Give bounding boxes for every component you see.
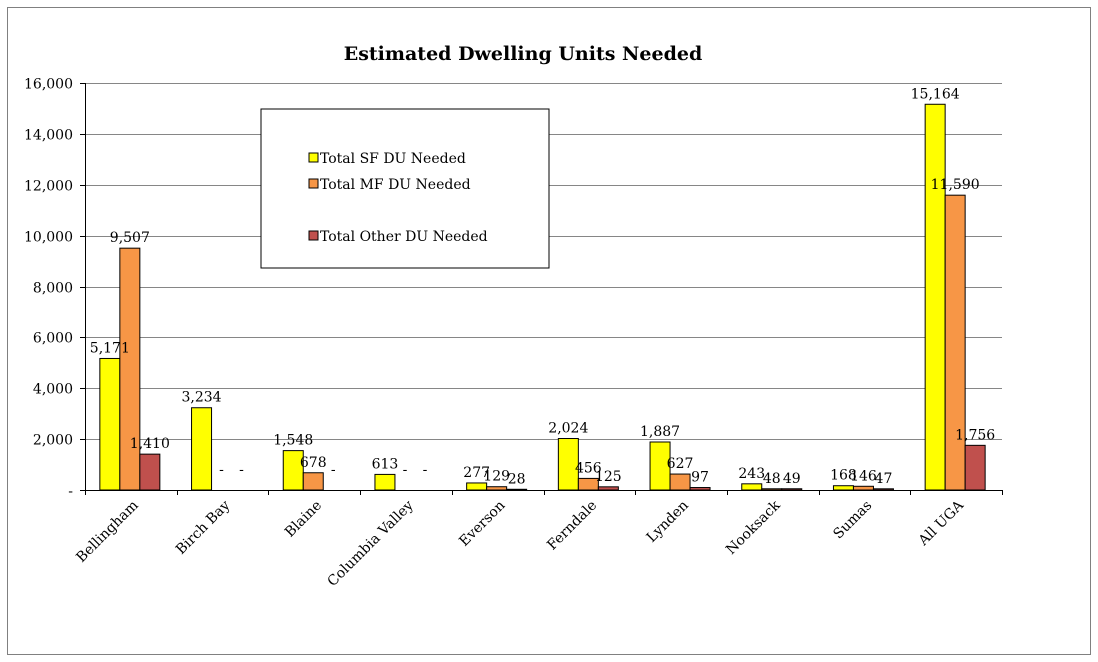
data-label: 146: [850, 468, 877, 484]
data-label: 129: [483, 469, 510, 485]
y-axis-ticks: - 2,000 4,000 6,000 8,000 10,000 12,000 14,000 1…: [24, 77, 85, 500]
data-label: -: [331, 462, 336, 478]
bar: [924, 103, 946, 491]
data-label: -: [403, 462, 408, 478]
data-label: 97: [691, 470, 709, 486]
bar: [486, 486, 508, 491]
bar: [761, 488, 783, 491]
data-label: 15,164: [911, 86, 960, 102]
y-tick-label: 6,000: [33, 331, 73, 347]
y-tick-label: 16,000: [24, 77, 73, 93]
data-label: 9,507: [110, 230, 150, 246]
data-label: 2,024: [548, 421, 588, 437]
data-label: 277: [463, 465, 490, 481]
data-label: 1,756: [955, 427, 995, 443]
bar: [852, 485, 874, 491]
legend: Total SF DU Needed Total MF DU Needed Tota…: [260, 108, 550, 269]
data-label: 613: [372, 456, 399, 472]
bars: [99, 103, 986, 491]
legend-swatch: [308, 152, 319, 163]
data-label: 168: [830, 468, 857, 484]
bar: [964, 444, 986, 491]
bar: [872, 488, 894, 491]
data-labels: 5,171 3,234 1,548 613 277 2,024 1,887 243 168 15,…: [90, 86, 995, 487]
data-label: 1,887: [640, 424, 680, 440]
data-label: -: [219, 462, 224, 478]
bar: [99, 357, 121, 491]
legend-swatch: [308, 178, 319, 189]
bar: [374, 473, 396, 491]
y-tick-label: 14,000: [24, 128, 73, 144]
data-label: 5,171: [90, 340, 130, 356]
axes: [85, 83, 1002, 491]
bar: [597, 486, 619, 491]
bar: [302, 472, 324, 491]
chart-title: Estimated Dwelling Units Needed: [344, 43, 703, 65]
data-label: 28: [508, 471, 526, 487]
y-tick-label: 4,000: [33, 382, 73, 398]
legend-label: Total MF DU Needed: [320, 177, 471, 193]
data-label: 678: [300, 455, 327, 471]
data-label: 627: [667, 456, 694, 472]
bar: [944, 194, 966, 491]
y-tick-label: 10,000: [24, 230, 73, 246]
data-label: 125: [595, 469, 622, 485]
bar: [669, 473, 691, 491]
legend-label: Total SF DU Needed: [320, 151, 466, 167]
data-label: 47: [875, 471, 893, 487]
data-label: 11,590: [931, 177, 980, 193]
data-label: -: [239, 462, 244, 478]
data-label: 1,410: [130, 436, 170, 452]
bar: [689, 487, 711, 491]
data-label: -: [423, 462, 428, 478]
legend-swatch: [308, 230, 319, 241]
bar: [191, 407, 213, 491]
y-tick-label: 2,000: [33, 433, 73, 449]
data-label: 1,548: [273, 433, 313, 449]
data-label: 3,234: [182, 390, 222, 406]
bar: [781, 488, 803, 491]
bar: [832, 485, 854, 491]
y-tick-label: 12,000: [24, 179, 73, 195]
bar: [741, 483, 763, 491]
y-tick-label: 8,000: [33, 281, 73, 297]
legend-label: Total Other DU Needed: [320, 229, 488, 245]
data-label: 49: [783, 471, 801, 487]
bar: [139, 453, 161, 491]
data-label: 243: [738, 466, 765, 482]
y-tick-label: -: [68, 484, 73, 500]
data-label: 48: [763, 471, 781, 487]
bar: [119, 247, 141, 491]
data-label: 456: [575, 460, 602, 476]
